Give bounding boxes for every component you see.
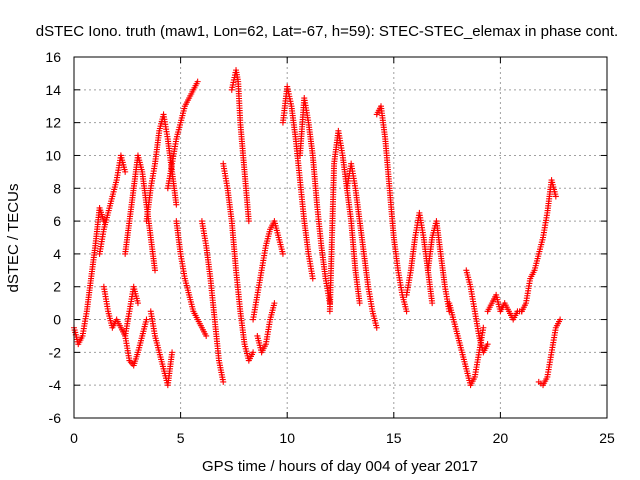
plot-frame [73,56,608,419]
chart-title: dSTEC Iono. truth (maw1, Lon=62, Lat=-67… [36,23,618,40]
x-axis-label: GPS time / hours of day 004 of year 2017 [202,458,478,475]
data-point [552,193,559,200]
y-tick-label: -4 [49,377,62,393]
y-axis-label: dSTEC / TECUs [5,184,22,293]
x-tick-label: 20 [493,430,509,446]
data-point [169,349,176,356]
x-tick-label: 0 [70,430,78,446]
x-tick-label: 25 [599,430,615,446]
data-point [309,275,316,282]
data-point [220,378,227,385]
data-point [557,316,564,323]
data-point [143,316,150,323]
y-tick-label: 4 [53,246,61,262]
data-point [245,218,252,225]
y-tick-label: -6 [49,410,62,426]
data-series-points [71,67,564,389]
grid-lines [74,57,607,418]
data-point [403,308,410,315]
x-tick-label: 5 [177,430,185,446]
data-point [173,201,180,208]
y-tick-label: 12 [45,115,61,131]
data-point [152,267,159,274]
y-tick-label: 2 [53,279,61,295]
axis-ticks [73,56,608,419]
data-point [250,349,257,356]
y-tick-label: 0 [53,312,61,328]
data-point [271,300,278,307]
data-point [373,324,380,331]
axis-tick-labels: 0 5 10 15 20 25 -6 -4 -2 0 2 4 6 8 10 12 14 16 [45,49,615,446]
data-point [356,300,363,307]
data-point [122,168,129,175]
y-tick-label: 14 [45,82,61,98]
y-tick-label: 8 [53,180,61,196]
data-point [484,341,491,348]
data-point [134,300,141,307]
data-point [480,324,487,331]
data-point [429,300,436,307]
x-tick-label: 15 [386,430,402,446]
data-point [279,250,286,257]
y-tick-label: -2 [49,344,62,360]
data-point [203,332,210,339]
data-point [194,78,201,85]
y-tick-label: 6 [53,213,61,229]
x-tick-label: 10 [279,430,295,446]
y-tick-label: 10 [45,147,61,163]
y-tick-label: 16 [45,49,61,65]
